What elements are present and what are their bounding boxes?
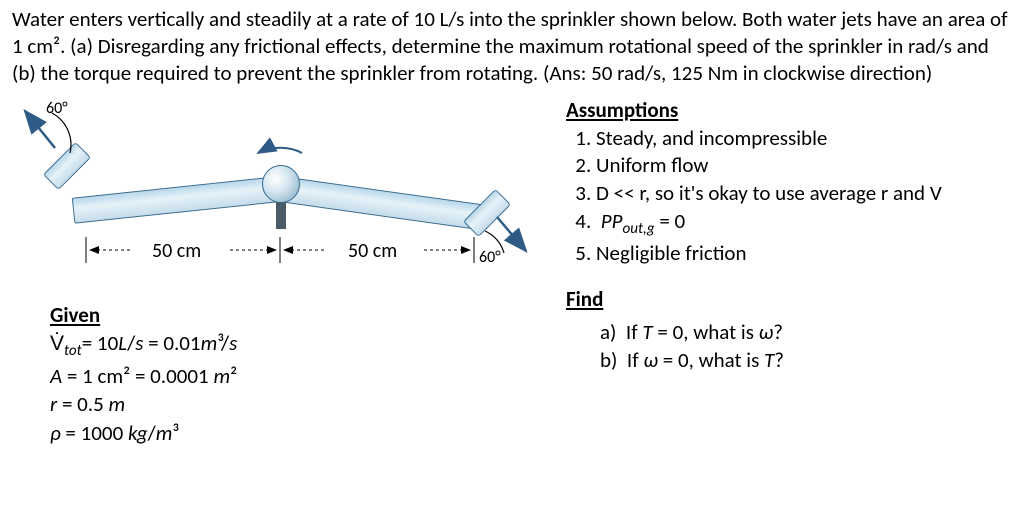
assumptions-title: Assumptions	[566, 97, 1012, 123]
angle-left-label: 60°	[46, 99, 68, 118]
nozzle-right	[463, 189, 511, 237]
problem-statement: Water enters vertically and steadily at …	[12, 6, 1012, 87]
find-item-b: b) If ω = 0, what is T?	[600, 346, 1012, 374]
given-title: Given	[50, 301, 542, 330]
hub	[262, 165, 300, 203]
find-title: Find	[566, 286, 1012, 312]
given-line-3: r = 0.5 m	[50, 390, 542, 419]
dim-left-label: 50 cm	[152, 239, 201, 263]
nozzle-left	[43, 142, 91, 190]
assumptions-block: Assumptions Steady, and incompressible U…	[566, 97, 1012, 268]
stem	[276, 201, 286, 229]
assumption-item: PP<sub class='it'>out,g</sub> = 0Pout,g …	[596, 208, 1012, 240]
given-line-1: V̇tot= 10L/s = 0.01m³/s	[50, 329, 542, 362]
assumption-item: Negligible friction	[596, 240, 1012, 268]
arm-right	[278, 176, 488, 231]
angle-right-label: 60°	[479, 248, 501, 267]
right-column: Assumptions Steady, and incompressible U…	[542, 97, 1012, 448]
arm-left	[72, 176, 282, 224]
assumptions-list: Steady, and incompressible Uniform flow …	[566, 125, 1012, 268]
given-block: Given V̇tot= 10L/s = 0.01m³/s A = 1 cm² …	[12, 301, 542, 448]
content-row: 60° 60° 50 cm 50 cm Given V̇tot= 10L/s =…	[12, 97, 1012, 448]
assumption-item: D << r, so it's okay to use average r an…	[596, 180, 1012, 208]
given-line-4: ρ = 1000 kg/m³	[50, 419, 542, 448]
dim-right-label: 50 cm	[348, 239, 397, 263]
assumption-item: Steady, and incompressible	[596, 125, 1012, 153]
assumption-item: Uniform flow	[596, 152, 1012, 180]
find-block: Find a) If T = 0, what is ω? b) If ω = 0…	[566, 286, 1012, 375]
given-line-2: A = 1 cm² = 0.0001 m²	[50, 362, 542, 391]
sprinkler-diagram: 60° 60° 50 cm 50 cm	[12, 97, 542, 297]
left-column: 60° 60° 50 cm 50 cm Given V̇tot= 10L/s =…	[12, 97, 542, 448]
find-item-a: a) If T = 0, what is ω?	[600, 318, 1012, 346]
